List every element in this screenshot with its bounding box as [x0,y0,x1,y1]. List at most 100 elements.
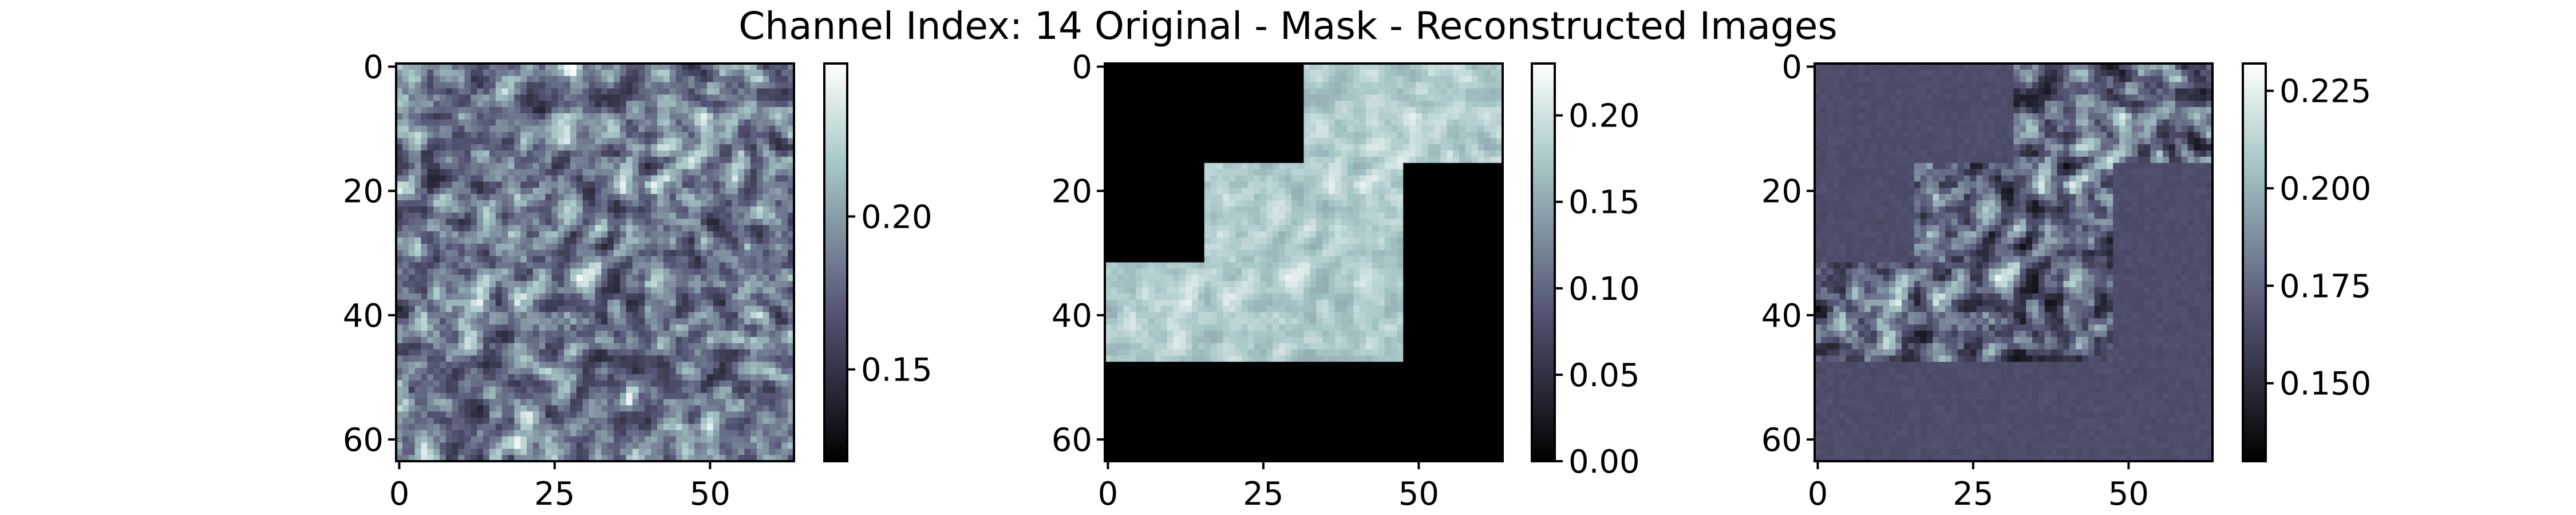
heatmap-cell [477,138,484,145]
heatmap-cell [477,386,484,394]
heatmap-cell [483,76,490,83]
heatmap-cell [638,405,645,412]
heatmap-cell [694,132,701,138]
heatmap-cell [688,237,695,244]
heatmap-cell [514,393,521,400]
heatmap-cell [489,318,496,325]
heatmap-cell [514,156,521,164]
heatmap-cell [588,324,596,331]
heatmap-cell [1459,76,1466,83]
heatmap-cell [545,405,552,412]
heatmap-cell [719,101,726,108]
heatmap-cell [1322,107,1329,114]
heatmap-cell [713,94,720,101]
heatmap-cell [675,181,683,188]
heatmap-cell [532,442,540,449]
heatmap-cell [408,423,416,431]
heatmap-cell [532,132,540,138]
heatmap-cell [414,368,422,375]
heatmap-cell [508,411,515,418]
heatmap-cell [558,175,564,182]
heatmap-cell [1266,113,1273,120]
heatmap-cell [1303,88,1310,95]
heatmap-cell [539,380,546,387]
heatmap-cell [489,144,496,151]
heatmap-cell [495,405,503,412]
heatmap-cell [719,312,726,319]
heatmap-cell [638,368,645,375]
heatmap-cell [744,163,751,170]
heatmap-cell [626,449,633,455]
heatmap-cell [471,188,477,195]
heatmap-cell [445,69,453,77]
heatmap-cell [471,343,477,350]
heatmap-cell [657,119,664,126]
heatmap-cell [588,82,596,89]
heatmap-cell [1316,69,1323,77]
heatmap-cell [713,132,720,138]
heatmap-cell [713,262,720,269]
heatmap-cell [688,374,695,381]
heatmap-cell [1347,144,1354,151]
heatmap-cell [1235,119,1242,126]
heatmap-cell [1496,64,1503,70]
heatmap-cell [1428,69,1435,77]
heatmap-cell [762,330,770,338]
heatmap-cell [576,430,583,437]
heatmap-cell [769,336,776,344]
heatmap-cell [1198,64,1205,70]
heatmap-cell [738,175,745,182]
heatmap-cell [688,281,695,288]
heatmap-cell [619,107,627,114]
heatmap-cell [1471,132,1479,138]
heatmap-cell [551,343,558,350]
heatmap-cell [744,69,751,77]
heatmap-cell [402,455,409,462]
heatmap-cell [1111,88,1118,95]
heatmap-cell [582,386,590,394]
heatmap-cell [607,200,614,207]
heatmap-cell [576,386,583,394]
heatmap-cell [440,88,447,95]
heatmap-cell [701,125,708,133]
heatmap-cell [545,256,552,263]
heatmap-cell [576,262,583,269]
heatmap-cell [719,237,726,244]
heatmap-cell [607,455,614,462]
heatmap-cell [564,417,571,425]
heatmap-cell [607,94,614,101]
heatmap-cell [1223,82,1230,89]
heatmap-cell [1160,119,1168,126]
heatmap-cell [657,362,664,369]
heatmap-cell [433,423,440,431]
heatmap-cell [719,119,726,126]
heatmap-cell [1105,125,1112,133]
heatmap-cell [483,399,490,406]
heatmap-cell [1484,132,1491,138]
heatmap-cell [495,225,503,232]
heatmap-cell [421,132,428,138]
heatmap-cell [421,374,428,381]
heatmap-cell [440,386,447,394]
heatmap-cell [713,393,720,400]
heatmap-cell [701,225,708,232]
heatmap-cell [1154,107,1161,114]
heatmap-cell [520,355,527,362]
heatmap-cell [527,249,534,257]
heatmap-cell [1105,69,1112,77]
heatmap-cell [471,330,477,338]
heatmap-cell [657,399,664,406]
heatmap-cell [1266,94,1273,101]
heatmap-cell [719,125,726,133]
heatmap-cell [576,107,583,114]
heatmap-cell [663,82,670,89]
heatmap-cell [421,393,428,400]
heatmap-cell [458,256,465,263]
heatmap-cell [719,355,726,362]
heatmap-cell [564,64,571,70]
heatmap-cell [1210,107,1218,114]
heatmap-cell [483,88,490,95]
heatmap-cell [477,349,484,356]
heatmap-cell [564,175,571,182]
heatmap-cell [414,411,422,418]
